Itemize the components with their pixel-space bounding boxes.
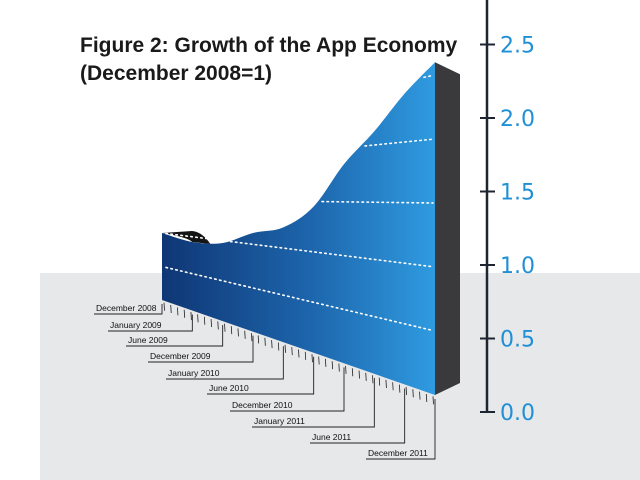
y-tick-label: 0.5 <box>500 328 535 353</box>
x-label-leader <box>94 304 163 315</box>
y-tick-label: 2.5 <box>500 34 535 59</box>
area-top-ridge <box>162 231 211 244</box>
x-minor-tick <box>378 377 381 386</box>
x-tick-label: June 2011 <box>312 432 351 442</box>
x-tick-label: January 2010 <box>168 368 220 378</box>
x-label-leader <box>207 356 315 395</box>
x-minor-tick <box>398 384 401 393</box>
x-tick-label: June 2010 <box>209 383 249 393</box>
x-minor-tick <box>183 309 186 318</box>
x-minor-tick <box>244 330 246 339</box>
x-minor-tick <box>412 389 414 398</box>
y-tick-label: 2.0 <box>500 107 535 132</box>
x-tick-label: June 2009 <box>128 335 168 345</box>
x-label-leader <box>148 335 254 363</box>
x-minor-tick <box>291 347 293 356</box>
x-minor-tick <box>190 312 192 321</box>
x-tick-label: December 2009 <box>150 351 211 361</box>
gridline <box>364 138 434 147</box>
x-minor-tick <box>251 333 253 342</box>
x-tick-label: December 2010 <box>232 400 293 410</box>
y-tick-label: 1.5 <box>500 181 535 206</box>
x-label-leader <box>108 314 193 332</box>
x-label-leader <box>366 399 436 460</box>
x-minor-tick <box>298 349 300 358</box>
x-tick-label: January 2009 <box>110 320 162 330</box>
x-minor-tick <box>217 321 219 330</box>
x-minor-tick <box>331 361 334 370</box>
x-minor-tick <box>237 328 239 337</box>
x-minor-tick <box>325 358 327 367</box>
x-minor-tick <box>177 307 179 316</box>
x-label-leader <box>310 388 406 444</box>
x-label-leader <box>230 367 345 412</box>
x-minor-tick <box>358 370 360 379</box>
x-minor-tick <box>338 363 340 372</box>
chart-subtitle: (December 2008=1) <box>80 62 272 85</box>
x-minor-tick <box>284 344 286 353</box>
x-minor-tick <box>345 365 347 374</box>
x-tick-label: January 2011 <box>254 416 305 426</box>
x-minor-tick <box>425 393 428 402</box>
x-minor-tick <box>203 316 206 325</box>
x-minor-tick <box>224 323 226 332</box>
x-minor-tick <box>277 342 280 351</box>
x-minor-tick <box>351 368 354 377</box>
x-label-leader <box>126 325 224 347</box>
x-minor-tick <box>230 326 233 335</box>
x-tick-label: December 2008 <box>96 303 157 313</box>
y-tick-label: 0.0 <box>500 401 535 426</box>
x-minor-tick <box>257 335 260 344</box>
x-minor-tick <box>318 356 320 365</box>
gridline <box>423 74 434 79</box>
x-minor-tick <box>385 379 387 388</box>
x-minor-tick <box>197 314 199 323</box>
x-label-leader <box>166 346 284 380</box>
chart-title: Figure 2: Growth of the App Economy <box>80 34 458 57</box>
x-label-leader <box>252 377 375 428</box>
x-minor-tick <box>419 391 421 400</box>
x-minor-tick <box>372 375 374 384</box>
x-minor-tick <box>271 340 273 349</box>
x-minor-tick <box>210 319 212 328</box>
x-tick-label: December 2011 <box>368 448 428 458</box>
gridline <box>165 266 434 332</box>
x-minor-tick <box>170 305 172 314</box>
x-minor-tick <box>311 354 313 363</box>
gridline <box>165 232 434 268</box>
y-tick-label: 1.0 <box>500 254 535 279</box>
gridline <box>321 200 434 204</box>
x-minor-tick <box>163 302 165 311</box>
x-minor-tick <box>432 396 434 405</box>
x-minor-tick <box>405 386 407 395</box>
x-minor-tick <box>365 372 367 381</box>
x-minor-tick <box>392 382 394 391</box>
x-minor-tick <box>264 337 266 346</box>
area-side-face <box>435 62 460 395</box>
x-minor-tick <box>304 351 307 360</box>
